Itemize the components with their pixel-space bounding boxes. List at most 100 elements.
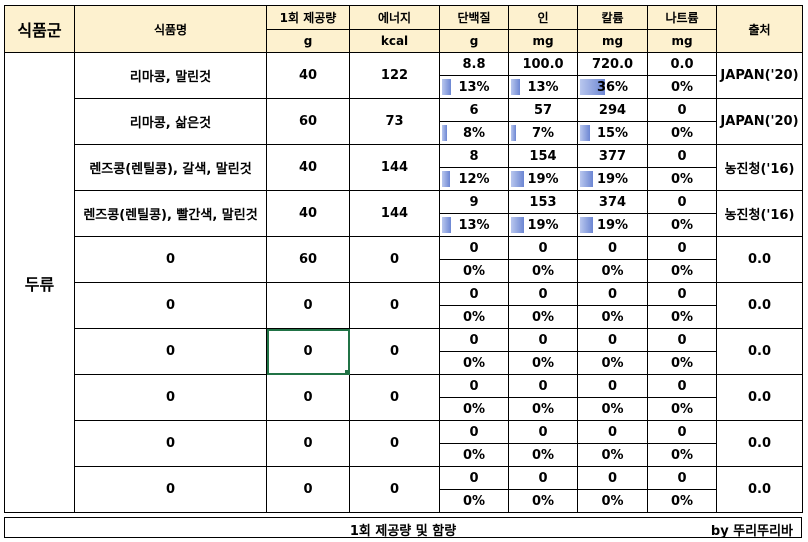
energy-cell[interactable]: 144	[349, 190, 440, 237]
food-name-cell[interactable]: 렌즈콩(렌틸콩), 빨간색, 말린것	[74, 190, 267, 237]
serving-cell[interactable]: 0	[266, 328, 350, 375]
energy-cell[interactable]: 0	[349, 466, 440, 513]
potassium-value-cell[interactable]: 0	[577, 328, 648, 352]
protein-value-cell[interactable]: 0	[439, 282, 509, 306]
phos-percent-cell[interactable]: 19%	[508, 213, 578, 237]
phos-value-cell[interactable]: 153	[508, 190, 578, 214]
protein-percent-cell[interactable]: 0%	[439, 443, 509, 467]
sodium-percent-cell[interactable]: 0%	[647, 259, 717, 283]
serving-cell[interactable]: 0	[266, 282, 350, 329]
protein-value-cell[interactable]: 6	[439, 98, 509, 122]
source-cell[interactable]: 0.0	[716, 282, 803, 329]
sodium-value-cell[interactable]: 0	[647, 328, 717, 352]
potassium-percent-cell[interactable]: 0%	[577, 305, 648, 329]
food-name-cell[interactable]: 0	[74, 466, 267, 513]
unit-phosphorus[interactable]: mg	[508, 29, 578, 53]
potassium-value-cell[interactable]: 294	[577, 98, 648, 122]
phos-value-cell[interactable]: 0	[508, 282, 578, 306]
food-name-cell[interactable]: 0	[74, 374, 267, 421]
sodium-value-cell[interactable]: 0.0	[647, 52, 717, 76]
protein-percent-cell[interactable]: 0%	[439, 305, 509, 329]
food-group-cell[interactable]: 두류	[4, 52, 75, 513]
protein-percent-cell[interactable]: 13%	[439, 213, 509, 237]
potassium-value-cell[interactable]: 0	[577, 420, 648, 444]
protein-value-cell[interactable]: 0	[439, 420, 509, 444]
source-cell[interactable]: 0.0	[716, 374, 803, 421]
potassium-value-cell[interactable]: 0	[577, 374, 648, 398]
source-cell[interactable]: 0.0	[716, 236, 803, 283]
phos-percent-cell[interactable]: 0%	[508, 305, 578, 329]
source-cell[interactable]: JAPAN('20)	[716, 98, 803, 145]
potassium-percent-cell[interactable]: 0%	[577, 259, 648, 283]
sodium-percent-cell[interactable]: 0%	[647, 167, 717, 191]
source-cell[interactable]: 0.0	[716, 328, 803, 375]
sodium-value-cell[interactable]: 0	[647, 144, 717, 168]
food-name-cell[interactable]: 0	[74, 420, 267, 467]
potassium-percent-cell[interactable]: 0%	[577, 489, 648, 513]
sodium-percent-cell[interactable]: 0%	[647, 213, 717, 237]
protein-percent-cell[interactable]: 8%	[439, 121, 509, 145]
sodium-value-cell[interactable]: 0	[647, 374, 717, 398]
source-cell[interactable]: 농진청('16)	[716, 190, 803, 237]
energy-cell[interactable]: 0	[349, 236, 440, 283]
unit-potassium[interactable]: mg	[577, 29, 648, 53]
phos-percent-cell[interactable]: 0%	[508, 351, 578, 375]
phos-value-cell[interactable]: 100.0	[508, 52, 578, 76]
sodium-value-cell[interactable]: 0	[647, 236, 717, 260]
protein-percent-cell[interactable]: 0%	[439, 259, 509, 283]
food-name-cell[interactable]: 리마콩, 삶은것	[74, 98, 267, 145]
phos-value-cell[interactable]: 0	[508, 328, 578, 352]
food-name-cell[interactable]: 렌즈콩(렌틸콩), 갈색, 말린것	[74, 144, 267, 191]
sodium-percent-cell[interactable]: 0%	[647, 121, 717, 145]
header-food-name[interactable]: 식품명	[74, 5, 267, 53]
serving-cell[interactable]: 40	[266, 144, 350, 191]
phos-value-cell[interactable]: 0	[508, 374, 578, 398]
potassium-value-cell[interactable]: 720.0	[577, 52, 648, 76]
header-phosphorus[interactable]: 인	[508, 5, 578, 30]
source-cell[interactable]: 농진청('16)	[716, 144, 803, 191]
header-food-group[interactable]: 식품군	[4, 5, 75, 53]
header-potassium[interactable]: 칼륨	[577, 5, 648, 30]
serving-cell[interactable]: 0	[266, 466, 350, 513]
protein-value-cell[interactable]: 9	[439, 190, 509, 214]
protein-percent-cell[interactable]: 0%	[439, 397, 509, 421]
unit-sodium[interactable]: mg	[647, 29, 717, 53]
unit-serving[interactable]: g	[266, 29, 350, 53]
phos-percent-cell[interactable]: 13%	[508, 75, 578, 99]
energy-cell[interactable]: 122	[349, 52, 440, 99]
protein-value-cell[interactable]: 8	[439, 144, 509, 168]
protein-value-cell[interactable]: 0	[439, 328, 509, 352]
protein-percent-cell[interactable]: 0%	[439, 351, 509, 375]
header-energy[interactable]: 에너지	[349, 5, 440, 30]
phos-percent-cell[interactable]: 0%	[508, 259, 578, 283]
potassium-value-cell[interactable]: 0	[577, 282, 648, 306]
energy-cell[interactable]: 0	[349, 282, 440, 329]
sodium-percent-cell[interactable]: 0%	[647, 305, 717, 329]
serving-cell[interactable]: 0	[266, 374, 350, 421]
source-cell[interactable]: 0.0	[716, 466, 803, 513]
sodium-value-cell[interactable]: 0	[647, 420, 717, 444]
unit-protein[interactable]: g	[439, 29, 509, 53]
unit-energy[interactable]: kcal	[349, 29, 440, 53]
footer-credit[interactable]: by 뚜리뚜리바	[710, 524, 793, 539]
potassium-percent-cell[interactable]: 19%	[577, 167, 648, 191]
header-protein[interactable]: 단백질	[439, 5, 509, 30]
phos-value-cell[interactable]: 0	[508, 420, 578, 444]
protein-value-cell[interactable]: 8.8	[439, 52, 509, 76]
energy-cell[interactable]: 144	[349, 144, 440, 191]
serving-cell[interactable]: 0	[266, 420, 350, 467]
serving-cell[interactable]: 60	[266, 98, 350, 145]
sodium-percent-cell[interactable]: 0%	[647, 397, 717, 421]
food-name-cell[interactable]: 리마콩, 말린것	[74, 52, 267, 99]
energy-cell[interactable]: 73	[349, 98, 440, 145]
phos-percent-cell[interactable]: 0%	[508, 489, 578, 513]
phos-percent-cell[interactable]: 7%	[508, 121, 578, 145]
header-source[interactable]: 출처	[716, 5, 803, 53]
potassium-value-cell[interactable]: 377	[577, 144, 648, 168]
protein-value-cell[interactable]: 0	[439, 466, 509, 490]
fill-handle[interactable]	[345, 370, 349, 374]
header-serving[interactable]: 1회 제공량	[266, 5, 350, 30]
sodium-value-cell[interactable]: 0	[647, 466, 717, 490]
energy-cell[interactable]: 0	[349, 374, 440, 421]
potassium-percent-cell[interactable]: 15%	[577, 121, 648, 145]
